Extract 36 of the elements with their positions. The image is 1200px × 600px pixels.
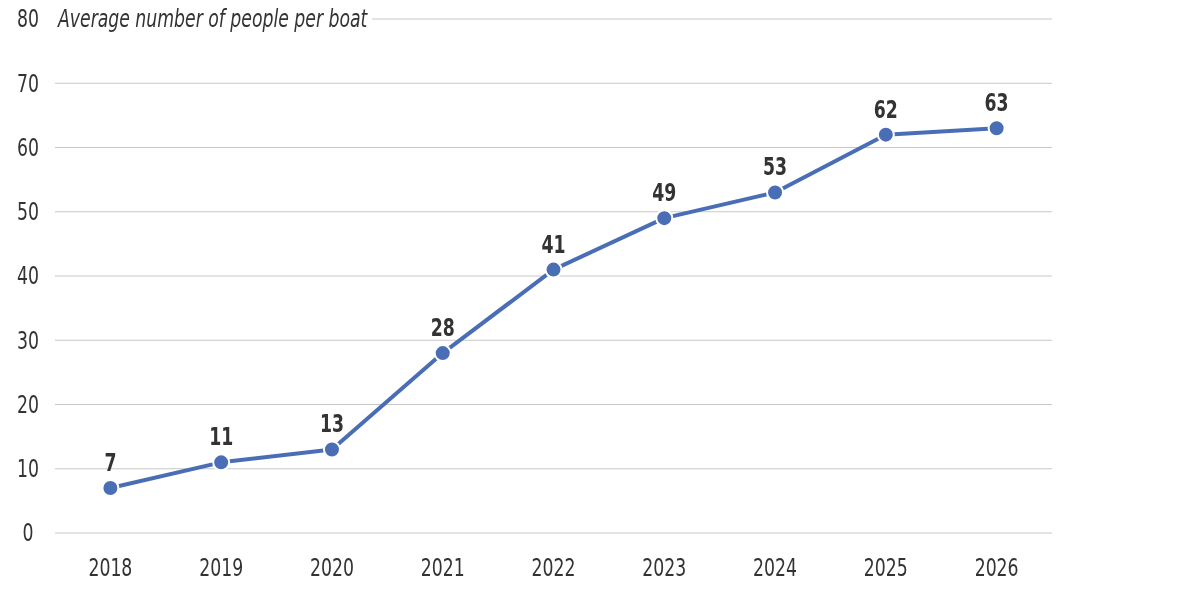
y-tick-label: 70 [17,69,39,98]
point [655,209,674,228]
y-tick-label: 20 [17,390,39,419]
x-tick-label: 2025 [863,554,908,582]
y-tick-label: 10 [17,455,39,483]
y-tick-label: 60 [17,133,39,162]
x-tick-label: 2020 [309,554,354,582]
point [322,440,341,459]
data-label: 63 [984,89,1009,117]
y-tick-label: 50 [17,198,39,226]
point [987,119,1006,138]
x-tick-label: 2019 [199,554,244,582]
point [876,125,895,144]
data-label: 41 [541,230,566,259]
point [433,344,452,363]
x-tick-label: 2023 [642,554,687,582]
x-tick-label: 2024 [753,554,798,582]
data-label: 28 [430,314,455,342]
point [544,260,563,279]
data-label: 13 [319,410,344,438]
data-label: 11 [209,423,234,451]
data-label: 53 [763,153,788,181]
point [766,183,785,202]
x-tick-label: 2022 [531,554,576,582]
y-axis-title: Average number of people per boat [56,5,369,33]
point [212,453,231,472]
x-tick-label: 2026 [974,554,1019,582]
y-tick-label: 80 [17,5,39,33]
y-tick-label: 0 [22,519,34,547]
data-label: 49 [652,179,677,207]
data-label: 7 [104,448,117,477]
x-tick-label: 2021 [420,554,465,582]
y-tick-label: 30 [17,326,39,355]
x-tick-label: 2018 [88,554,133,582]
data-label: 62 [873,95,898,124]
y-tick-label: 40 [17,262,39,290]
